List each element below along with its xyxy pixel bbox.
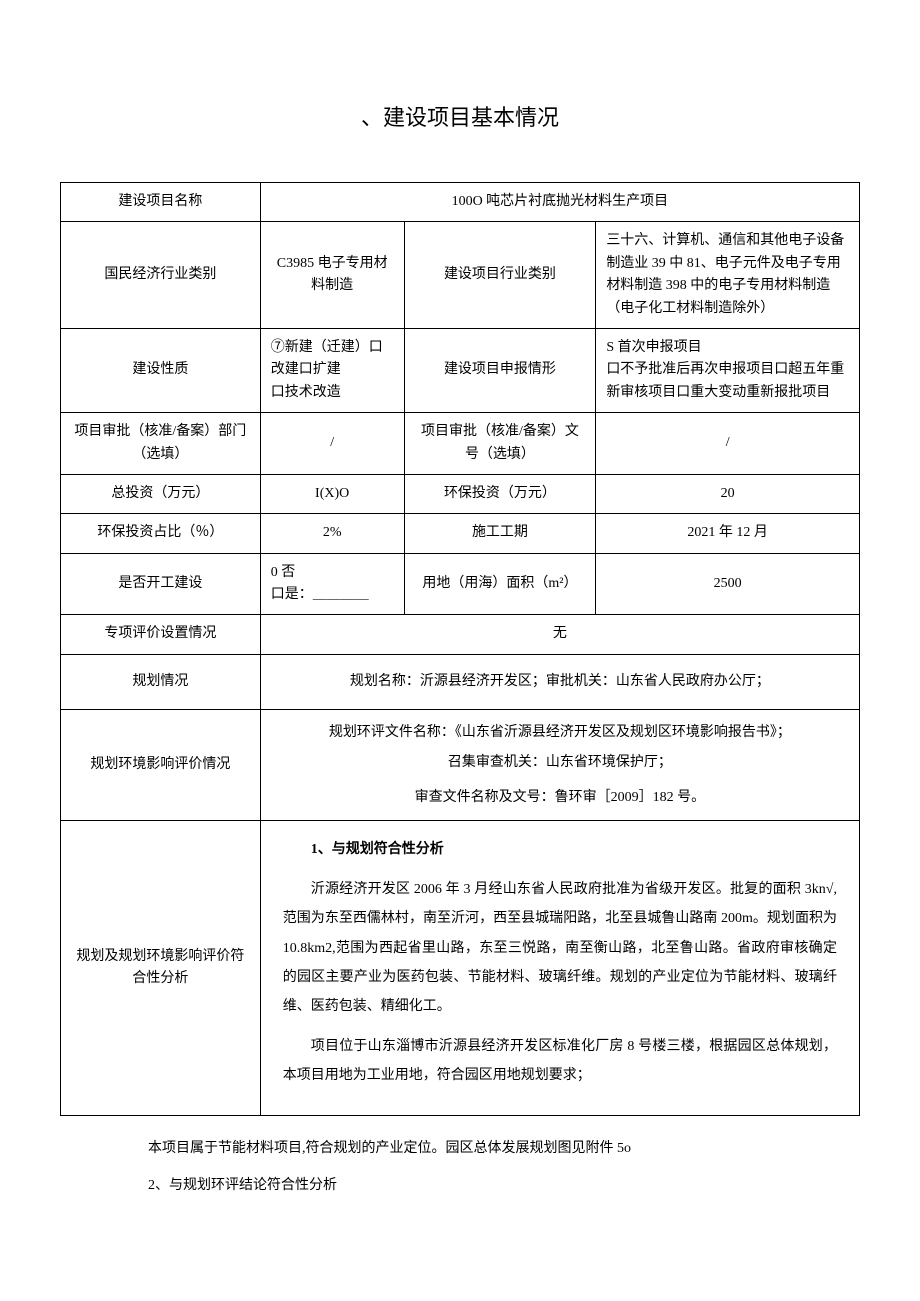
table-row: 项目审批（核准/备案）部门（选填） / 项目审批（核准/备案）文号（选填） / <box>61 413 860 475</box>
value-plan-env-eval: 规划环评文件名称：《山东省沂源县经济开发区及规划区环境影响报告书》； 召集审查机… <box>260 710 859 821</box>
value-build-industry-cat: 三十六、计算机、通信和其他电子设备制造业 39 中 81、电子元件及电子专用材料… <box>596 222 860 329</box>
value-period: 2021 年 12 月 <box>596 514 860 553</box>
consistency-heading: 1、与规划符合性分析 <box>283 835 837 864</box>
value-special-eval: 无 <box>260 615 859 654</box>
label-plan-situation: 规划情况 <box>61 654 261 709</box>
value-declare-situation: S 首次申报项目 口不予批准后再次申报项目口超五年重新审核项目口重大变动重新报批… <box>596 328 860 412</box>
after-para1: 本项目属于节能材料项目,符合规划的产业定位。园区总体发展规划图见附件 5o <box>120 1134 800 1163</box>
table-row: 专项评价设置情况 无 <box>61 615 860 654</box>
value-started: 0 否 口是：＿＿＿＿ <box>260 553 404 615</box>
value-build-nature: ⑦新建（迁建）口改建口扩建 口技术改造 <box>260 328 404 412</box>
table-row: 建设项目名称 100O 吨芯片衬底抛光材料生产项目 <box>61 183 860 222</box>
table-row: 是否开工建设 0 否 口是：＿＿＿＿ 用地（用海）面积（m²） 2500 <box>61 553 860 615</box>
label-started: 是否开工建设 <box>61 553 261 615</box>
table-row: 规划及规划环境影响评价符合性分析 1、与规划符合性分析 沂源经济开发区 2006… <box>61 821 860 1115</box>
table-row: 规划环境影响评价情况 规划环评文件名称：《山东省沂源县经济开发区及规划区环境影响… <box>61 710 860 821</box>
value-total-invest: I(X)O <box>260 474 404 513</box>
label-period: 施工工期 <box>404 514 596 553</box>
table-row: 规划情况 规划名称：沂源县经济开发区；审批机关：山东省人民政府办公厅； <box>61 654 860 709</box>
label-industry-cat: 国民经济行业类别 <box>61 222 261 329</box>
label-declare-situation: 建设项目申报情形 <box>404 328 596 412</box>
after-para2: 2、与规划环评结论符合性分析 <box>120 1171 800 1200</box>
value-approval-dept: / <box>260 413 404 475</box>
label-project-name: 建设项目名称 <box>61 183 261 222</box>
value-project-name: 100O 吨芯片衬底抛光材料生产项目 <box>260 183 859 222</box>
value-plan-situation: 规划名称：沂源县经济开发区；审批机关：山东省人民政府办公厅； <box>260 654 859 709</box>
project-info-table: 建设项目名称 100O 吨芯片衬底抛光材料生产项目 国民经济行业类别 C3985… <box>60 182 860 1116</box>
value-approval-doc: / <box>596 413 860 475</box>
label-plan-env-eval: 规划环境影响评价情况 <box>61 710 261 821</box>
plan-env-eval-line2: 召集审查机关：山东省环境保护厅； <box>271 748 849 777</box>
value-env-invest: 20 <box>596 474 860 513</box>
plan-env-eval-line1: 规划环评文件名称：《山东省沂源县经济开发区及规划区环境影响报告书》； <box>271 718 849 747</box>
label-build-nature: 建设性质 <box>61 328 261 412</box>
table-row: 国民经济行业类别 C3985 电子专用材料制造 建设项目行业类别 三十六、计算机… <box>61 222 860 329</box>
page-title: 、建设项目基本情况 <box>60 100 860 132</box>
label-approval-doc: 项目审批（核准/备案）文号（选填） <box>404 413 596 475</box>
label-land-area: 用地（用海）面积（m²） <box>404 553 596 615</box>
consistency-para2: 项目位于山东淄博市沂源县经济开发区标准化厂房 8 号楼三楼，根据园区总体规划，本… <box>283 1032 837 1091</box>
after-table-text: 本项目属于节能材料项目,符合规划的产业定位。园区总体发展规划图见附件 5o 2、… <box>120 1134 800 1201</box>
label-env-ratio: 环保投资占比（％） <box>61 514 261 553</box>
value-env-ratio: 2% <box>260 514 404 553</box>
table-row: 环保投资占比（％） 2% 施工工期 2021 年 12 月 <box>61 514 860 553</box>
value-industry-cat: C3985 电子专用材料制造 <box>260 222 404 329</box>
label-plan-consistency: 规划及规划环境影响评价符合性分析 <box>61 821 261 1115</box>
label-env-invest: 环保投资（万元） <box>404 474 596 513</box>
label-total-invest: 总投资（万元） <box>61 474 261 513</box>
label-approval-dept: 项目审批（核准/备案）部门（选填） <box>61 413 261 475</box>
label-build-industry-cat: 建设项目行业类别 <box>404 222 596 329</box>
value-land-area: 2500 <box>596 553 860 615</box>
table-row: 建设性质 ⑦新建（迁建）口改建口扩建 口技术改造 建设项目申报情形 S 首次申报… <box>61 328 860 412</box>
table-row: 总投资（万元） I(X)O 环保投资（万元） 20 <box>61 474 860 513</box>
label-special-eval: 专项评价设置情况 <box>61 615 261 654</box>
value-plan-consistency: 1、与规划符合性分析 沂源经济开发区 2006 年 3 月经山东省人民政府批准为… <box>260 821 859 1115</box>
plan-env-eval-line3: 审查文件名称及文号：鲁环审［2009］182 号。 <box>271 783 849 812</box>
consistency-para1: 沂源经济开发区 2006 年 3 月经山东省人民政府批准为省级开发区。批复的面积… <box>283 875 837 1022</box>
